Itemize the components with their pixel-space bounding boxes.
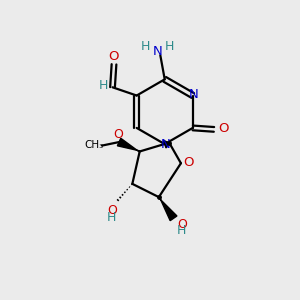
- Polygon shape: [158, 197, 177, 221]
- Text: H: H: [140, 40, 150, 53]
- Text: H: H: [177, 224, 187, 237]
- Text: H: H: [98, 79, 108, 92]
- Text: O: O: [107, 205, 117, 218]
- Text: O: O: [113, 128, 123, 141]
- Text: O: O: [184, 156, 194, 169]
- Polygon shape: [117, 138, 140, 152]
- Text: H: H: [165, 40, 174, 53]
- Text: O: O: [108, 50, 119, 63]
- Polygon shape: [164, 140, 169, 148]
- Text: N: N: [152, 45, 162, 58]
- Text: H: H: [107, 211, 116, 224]
- Text: CH₃: CH₃: [84, 140, 104, 150]
- Text: O: O: [177, 218, 187, 231]
- Text: O: O: [218, 122, 229, 135]
- Text: N: N: [160, 139, 170, 152]
- Text: N: N: [188, 88, 198, 101]
